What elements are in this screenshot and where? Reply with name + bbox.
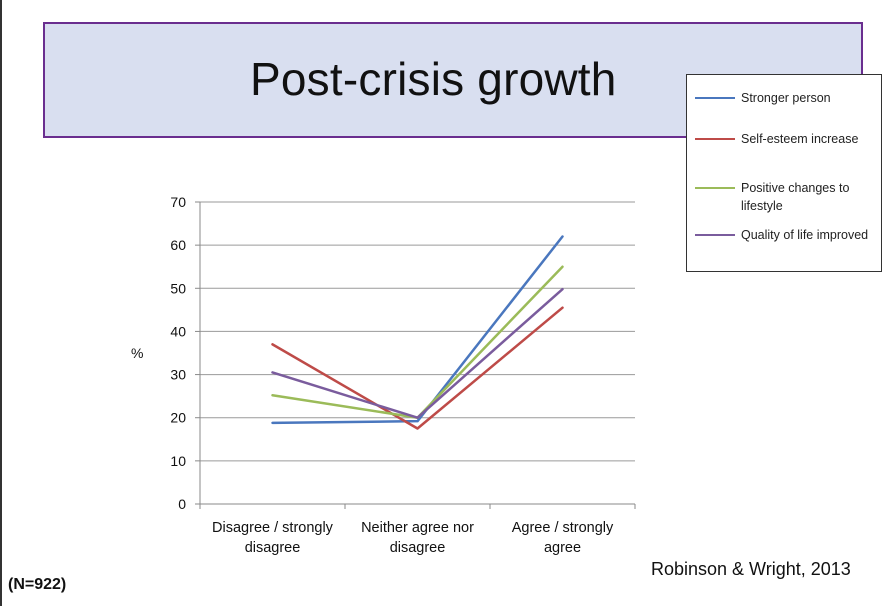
chart-series: [271, 235, 564, 430]
slide-title: Post-crisis growth: [250, 53, 617, 105]
chart-axes: [195, 201, 636, 509]
y-axis-label: %: [131, 345, 143, 361]
y-tick-label: 60: [170, 237, 186, 253]
series-line: [271, 265, 564, 419]
series-line: [271, 235, 564, 425]
series-line: [271, 287, 564, 419]
legend-swatch: [695, 187, 735, 189]
x-tick-label: Agree / strongly agree: [512, 520, 614, 556]
legend-swatch: [695, 234, 735, 236]
y-tick-label: 10: [170, 453, 186, 469]
legend-label: Positive changes to lifestyle: [741, 181, 850, 213]
series-line: [271, 306, 564, 430]
chart-legend: Stronger person Self-esteem increase Posit…: [686, 74, 882, 272]
legend-swatch: [695, 97, 735, 99]
y-tick-labels: 0 10 20 30 40 50 60 70: [170, 194, 186, 512]
legend-label: Stronger person: [741, 91, 831, 105]
legend-swatch: [695, 138, 735, 140]
slide-left-border: [0, 0, 2, 606]
y-tick-label: 0: [178, 496, 186, 512]
x-tick-label: Disagree / strongly disagree: [212, 520, 334, 556]
y-tick-label: 30: [170, 367, 186, 383]
legend-label: Quality of life improved: [741, 228, 869, 242]
y-tick-label: 70: [170, 194, 186, 210]
legend-label: Self-esteem increase: [741, 132, 859, 146]
citation: Robinson & Wright, 2013: [651, 559, 851, 579]
sample-size: (N=922): [8, 576, 67, 593]
y-tick-label: 20: [170, 410, 186, 426]
y-tick-label: 40: [170, 323, 186, 339]
y-tick-label: 50: [170, 280, 186, 296]
x-tick-label: Neither agree nor disagree: [361, 520, 474, 556]
x-tick-labels: Disagree / strongly disagree Neither agree…: [212, 520, 614, 556]
